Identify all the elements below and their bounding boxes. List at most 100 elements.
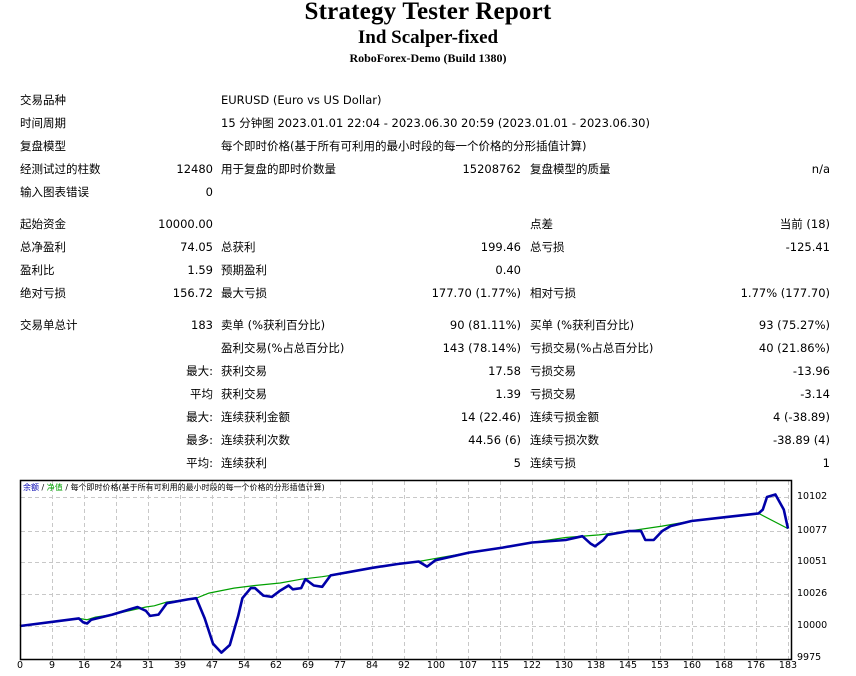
x-tick-label: 115 <box>490 660 510 671</box>
y-tick-label: 10026 <box>797 588 828 599</box>
y-tick-label: 10000 <box>797 620 828 631</box>
short-positions-label: 卖单 (%获利百分比) <box>221 318 326 332</box>
legend-balance: 余额 <box>23 483 39 492</box>
max-drawdown-value: 177.70 (1.77%) <box>431 286 521 300</box>
row-profit-loss-trades: 盈利交易(%占总百分比) 143 (78.14%) 亏损交易(%占总百分比) 4… <box>0 338 856 358</box>
spread-label: 点差 <box>530 217 553 231</box>
x-tick-label: 62 <box>269 660 283 671</box>
deposit-label: 起始资金 <box>20 217 66 231</box>
ticks-value: 15208762 <box>462 162 521 176</box>
max-consec-profit-count-value: 44.56 (6) <box>468 433 521 447</box>
profit-factor-label: 盈利比 <box>20 263 55 277</box>
abs-drawdown-value: 156.72 <box>172 286 213 300</box>
y-tick-label: 10077 <box>797 525 828 536</box>
errors-value: 0 <box>205 185 213 199</box>
x-tick-label: 145 <box>618 660 638 671</box>
average-loss-value: -3.14 <box>800 387 830 401</box>
quality-value: n/a <box>811 162 830 176</box>
avg-consec-wins-value: 5 <box>513 456 521 470</box>
x-tick-label: 9 <box>48 660 56 671</box>
max-drawdown-label: 最大亏损 <box>221 286 267 300</box>
legend-equity: 净值 <box>46 483 63 492</box>
chart-frame <box>19 479 793 661</box>
largest-loss-value: -13.96 <box>792 364 830 378</box>
largest-prefix: 最大: <box>186 364 213 378</box>
net-profit-label: 总净盈利 <box>20 240 66 254</box>
average-profit-value: 1.39 <box>495 387 521 401</box>
max-consec-wins-amount-label: 连续获利金额 <box>221 410 290 424</box>
largest-profit-label: 获利交易 <box>221 364 267 378</box>
loss-trades-value: 40 (21.86%) <box>758 341 830 355</box>
deposit-value: 10000.00 <box>158 217 213 231</box>
total-trades-value: 183 <box>191 318 213 332</box>
profit-factor-value: 1.59 <box>187 263 213 277</box>
x-tick-label: 24 <box>109 660 123 671</box>
rel-drawdown-value: 1.77% (177.70) <box>740 286 830 300</box>
gross-loss-value: -125.41 <box>785 240 830 254</box>
period-label: 时间周期 <box>20 116 66 130</box>
row-average: 平均 获利交易 1.39 亏损交易 -3.14 <box>0 384 856 404</box>
average-profit-label: 获利交易 <box>221 387 267 401</box>
x-tick-label: 0 <box>16 660 24 671</box>
model-value: 每个即时价格(基于所有可利用的最小时段的每一个价格的分形插值计算) <box>221 139 587 153</box>
row-max-consecutive-amount: 最大: 连续获利金额 14 (22.46) 连续亏损金额 4 (-38.89) <box>0 407 856 427</box>
row-net-profit: 总净盈利 74.05 总获利 199.46 总亏损 -125.41 <box>0 237 856 257</box>
max-consec-losses-amount-value: 4 (-38.89) <box>772 410 830 424</box>
server-build: RoboForex-Demo (Build 1380) <box>349 51 507 65</box>
avg-consec-prefix: 平均: <box>186 456 213 470</box>
spread-value: 当前 (18) <box>779 217 830 231</box>
x-tick-label: 107 <box>458 660 478 671</box>
gross-profit-label: 总获利 <box>221 240 256 254</box>
most-prefix: 最多: <box>186 433 213 447</box>
row-model: 复盘模型 每个即时价格(基于所有可利用的最小时段的每一个价格的分形插值计算) <box>0 136 856 156</box>
symbol-label: 交易品种 <box>20 93 66 107</box>
x-tick-label: 16 <box>77 660 91 671</box>
row-max-consecutive-count: 最多: 连续获利次数 44.56 (6) 连续亏损次数 -38.89 (4) <box>0 430 856 450</box>
x-tick-label: 54 <box>237 660 251 671</box>
y-tick-label: 10051 <box>797 556 828 567</box>
average-prefix: 平均 <box>190 387 213 401</box>
x-tick-label: 77 <box>333 660 347 671</box>
row-deposit: 起始资金 10000.00 点差 当前 (18) <box>0 214 856 234</box>
row-largest: 最大: 获利交易 17.58 亏损交易 -13.96 <box>0 361 856 381</box>
chart-grid <box>21 481 791 659</box>
x-tick-label: 31 <box>141 660 155 671</box>
x-tick-label: 168 <box>714 660 734 671</box>
x-tick-label: 176 <box>746 660 766 671</box>
x-tick-label: 160 <box>682 660 702 671</box>
avg-consec-losses-label: 连续亏损 <box>530 456 576 470</box>
x-tick-label: 122 <box>522 660 542 671</box>
x-tick-label: 138 <box>586 660 606 671</box>
largest-loss-label: 亏损交易 <box>530 364 576 378</box>
quality-label: 复盘模型的质量 <box>530 162 611 176</box>
expert-name: Ind Scalper-fixed <box>357 27 499 48</box>
avg-consec-wins-label: 连续获利 <box>221 456 267 470</box>
row-symbol: 交易品种 EURUSD (Euro vs US Dollar) <box>0 90 856 110</box>
x-tick-label: 92 <box>397 660 411 671</box>
rel-drawdown-label: 相对亏损 <box>530 286 576 300</box>
x-tick-label: 130 <box>554 660 574 671</box>
x-tick-label: 84 <box>365 660 379 671</box>
row-drawdown: 绝对亏损 156.72 最大亏损 177.70 (1.77%) 相对亏损 1.7… <box>0 283 856 303</box>
row-average-consecutive: 平均: 连续获利 5 连续亏损 1 <box>0 453 856 473</box>
bars-value: 12480 <box>176 162 213 176</box>
short-positions-value: 90 (81.11%) <box>449 318 521 332</box>
expected-payoff-value: 0.40 <box>495 263 521 277</box>
y-tick-label: 10102 <box>797 491 828 502</box>
average-loss-label: 亏损交易 <box>530 387 576 401</box>
row-errors: 输入图表错误 0 <box>0 182 856 202</box>
ticks-label: 用于复盘的即时价数量 <box>221 162 336 176</box>
expected-payoff-label: 预期盈利 <box>221 263 267 277</box>
loss-trades-label: 亏损交易(%占总百分比) <box>530 341 654 355</box>
model-label: 复盘模型 <box>20 139 66 153</box>
chart-legend: 余额 / 净值 / 每个即时价格(基于所有可利用的最小时段的每一个价格的分形插值… <box>23 483 325 493</box>
legend-sep: / <box>62 483 71 492</box>
total-trades-label: 交易单总计 <box>20 318 78 332</box>
avg-consec-losses-value: 1 <box>822 456 830 470</box>
equity-line <box>19 512 789 627</box>
abs-drawdown-label: 绝对亏损 <box>20 286 66 300</box>
legend-sep: / <box>39 483 47 492</box>
symbol-value: EURUSD (Euro vs US Dollar) <box>221 93 382 107</box>
report-title: Strategy Tester Report <box>304 0 552 25</box>
row-profit-factor: 盈利比 1.59 预期盈利 0.40 <box>0 260 856 280</box>
